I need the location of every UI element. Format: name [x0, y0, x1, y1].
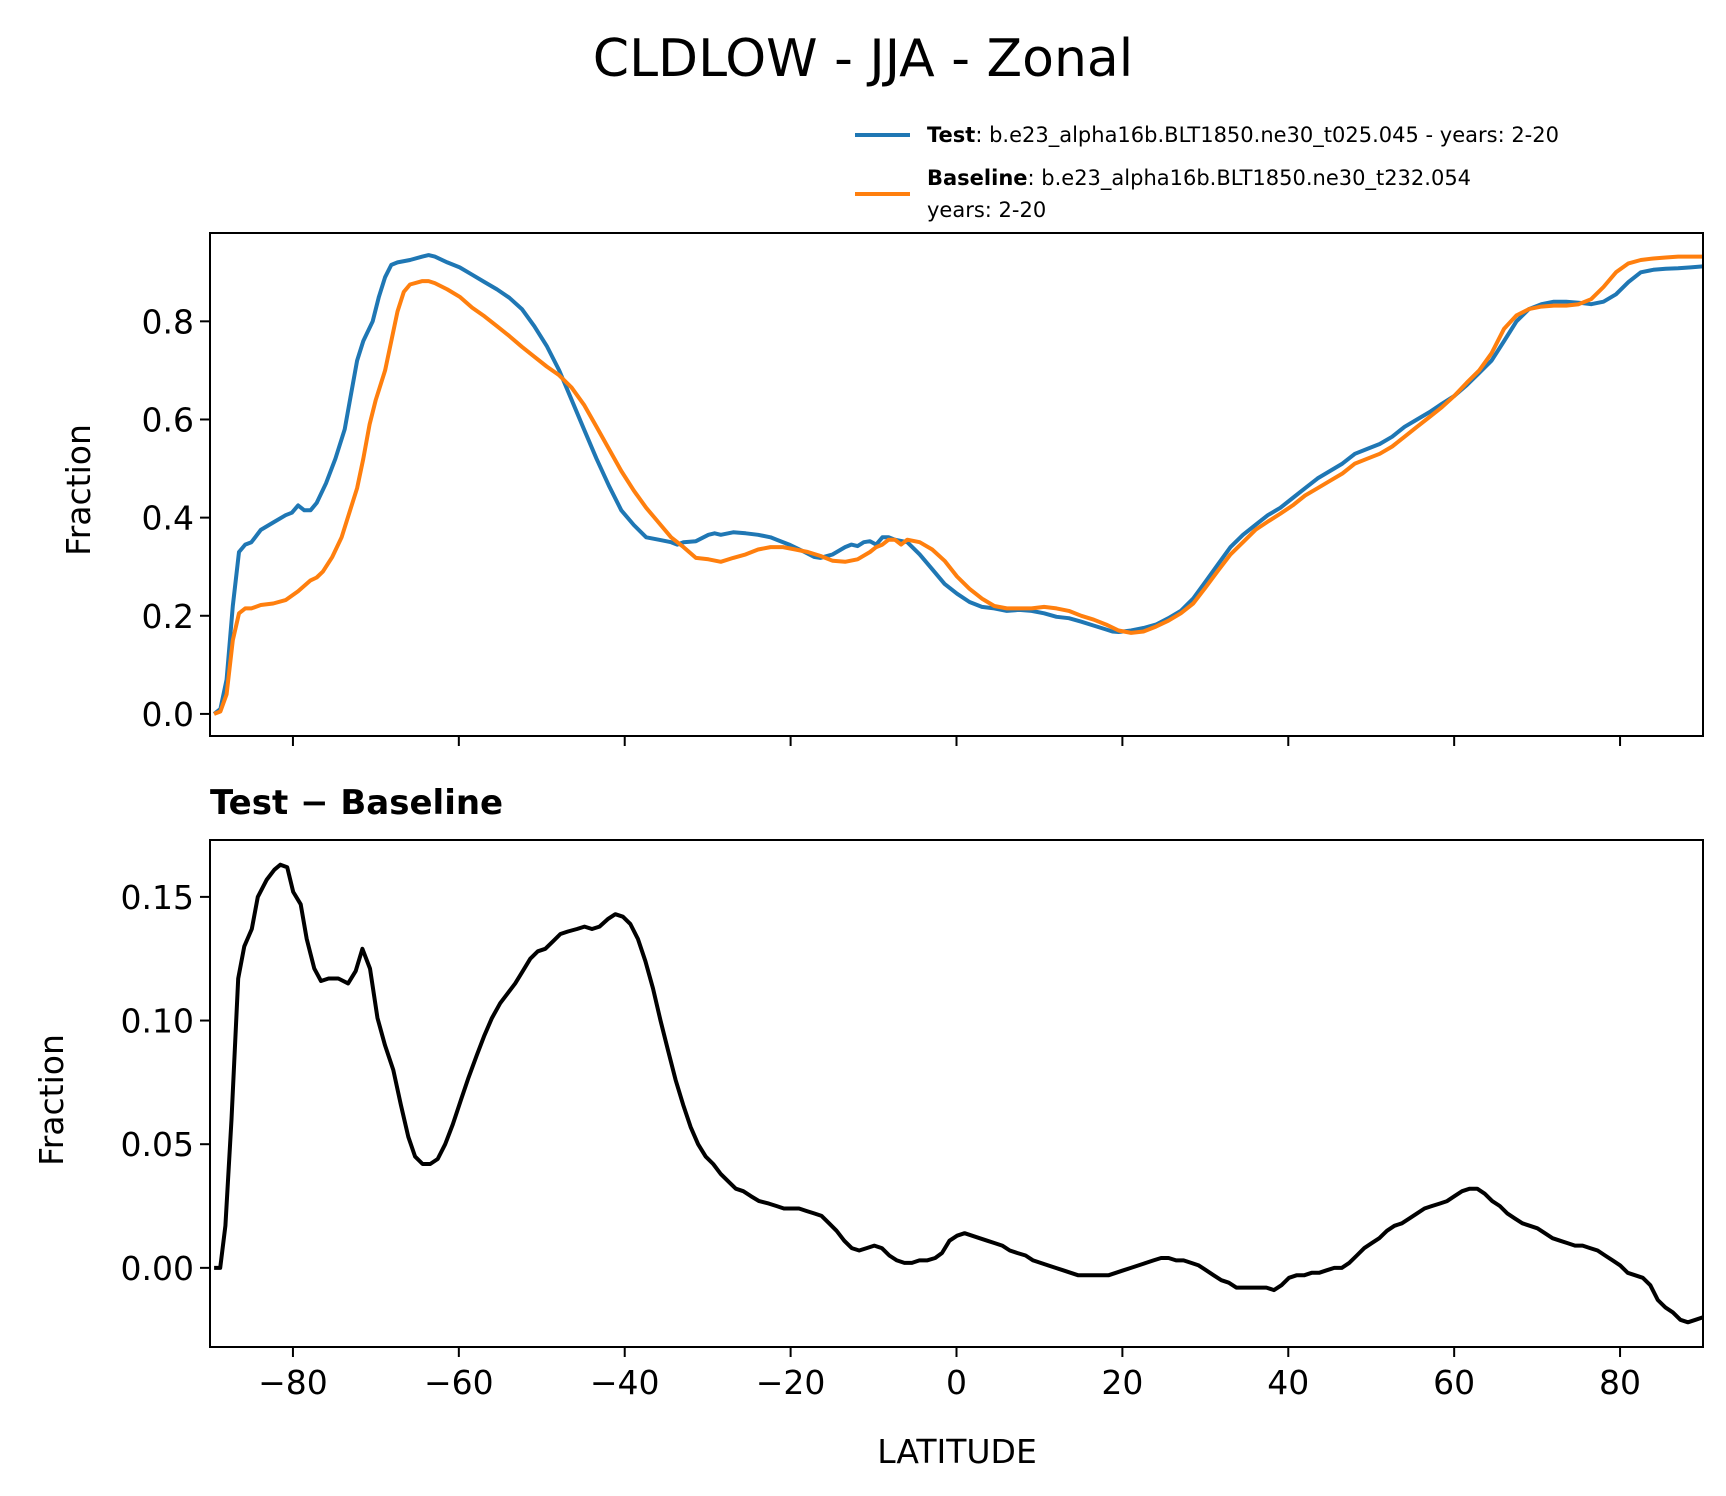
bottom-xtick-label: −80 [258, 1363, 328, 1402]
bottom-series-line-test-baseline [214, 862, 1703, 1325]
top-series-line-test [212, 253, 1703, 716]
top-panel: Fraction 0.0 0.2 0.4 0.6 0.8 [59, 232, 1704, 746]
top-x-ticks [291, 736, 1622, 746]
legend-baseline-years: years: 2-20 [927, 198, 1046, 222]
bottom-ytick-label: 0.15 [121, 878, 194, 917]
legend-baseline-entry: Baseline: b.e23_alpha16b.BLT1850.ne30_t2… [927, 166, 1471, 191]
top-ytick-label: 0.8 [142, 302, 194, 341]
bottom-xtick-label: 60 [1433, 1363, 1475, 1402]
top-ytick-label: 0.6 [142, 400, 194, 439]
top-series-group [212, 253, 1703, 716]
bottom-ytick-label: 0.00 [121, 1249, 194, 1288]
top-ytick-label: 0.4 [142, 499, 194, 538]
bottom-xtick-label: 0 [946, 1363, 967, 1402]
bottom-x-ticks: −80 −60 −40 −20 0 20 40 60 80 [258, 1347, 1641, 1402]
bottom-panel: Test − Baseline Fraction LATITUDE 0.000.… [32, 783, 1704, 1471]
legend: Test: b.e23_alpha16b.BLT1850.ne30_t025.0… [855, 123, 1559, 222]
top-ylabel: Fraction [59, 424, 98, 556]
legend-baseline-name: Baseline [927, 166, 1028, 190]
top-series-line-baseline [213, 254, 1703, 716]
top-axes-frame [209, 232, 1704, 737]
top-ytick-label: 0.0 [142, 695, 194, 734]
bottom-xtick-label: −20 [756, 1363, 826, 1402]
legend-test-name: Test [927, 123, 975, 147]
bottom-ylabel: Fraction [32, 1034, 71, 1166]
top-y-ticks: 0.0 0.2 0.4 0.6 0.8 [142, 302, 210, 734]
bottom-series-group [214, 862, 1703, 1325]
bottom-xtick-label: 40 [1267, 1363, 1309, 1402]
bottom-axes-frame [209, 839, 1704, 1348]
x-axis-label: LATITUDE [877, 1432, 1037, 1471]
top-ytick-label: 0.2 [142, 597, 194, 636]
bottom-xtick-label: 80 [1599, 1363, 1641, 1402]
figure-title: CLDLOW - JJA - Zonal [593, 29, 1133, 89]
bottom-ytick-label: 0.10 [121, 1002, 194, 1041]
bottom-xtick-label: −40 [590, 1363, 660, 1402]
legend-baseline-desc: : b.e23_alpha16b.BLT1850.ne30_t232.054 [1028, 166, 1472, 191]
bottom-xtick-label: −60 [424, 1363, 494, 1402]
bottom-ytick-label: 0.05 [121, 1125, 194, 1164]
bottom-y-ticks: 0.00 0.05 0.10 0.15 [121, 878, 210, 1288]
legend-test-entry: Test: b.e23_alpha16b.BLT1850.ne30_t025.0… [927, 123, 1559, 148]
legend-test-desc: : b.e23_alpha16b.BLT1850.ne30_t025.045 -… [975, 123, 1559, 148]
diff-panel-title: Test − Baseline [210, 783, 503, 823]
bottom-xtick-label: 20 [1101, 1363, 1143, 1402]
